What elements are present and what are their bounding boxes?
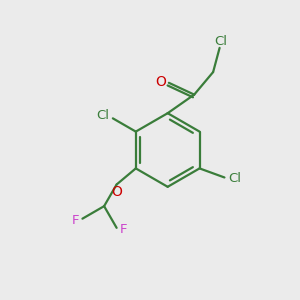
Text: Cl: Cl [96,110,109,122]
Text: O: O [155,75,166,89]
Text: Cl: Cl [214,35,227,48]
Text: Cl: Cl [229,172,242,185]
Text: F: F [72,214,80,227]
Text: F: F [119,223,127,236]
Text: O: O [111,185,122,199]
